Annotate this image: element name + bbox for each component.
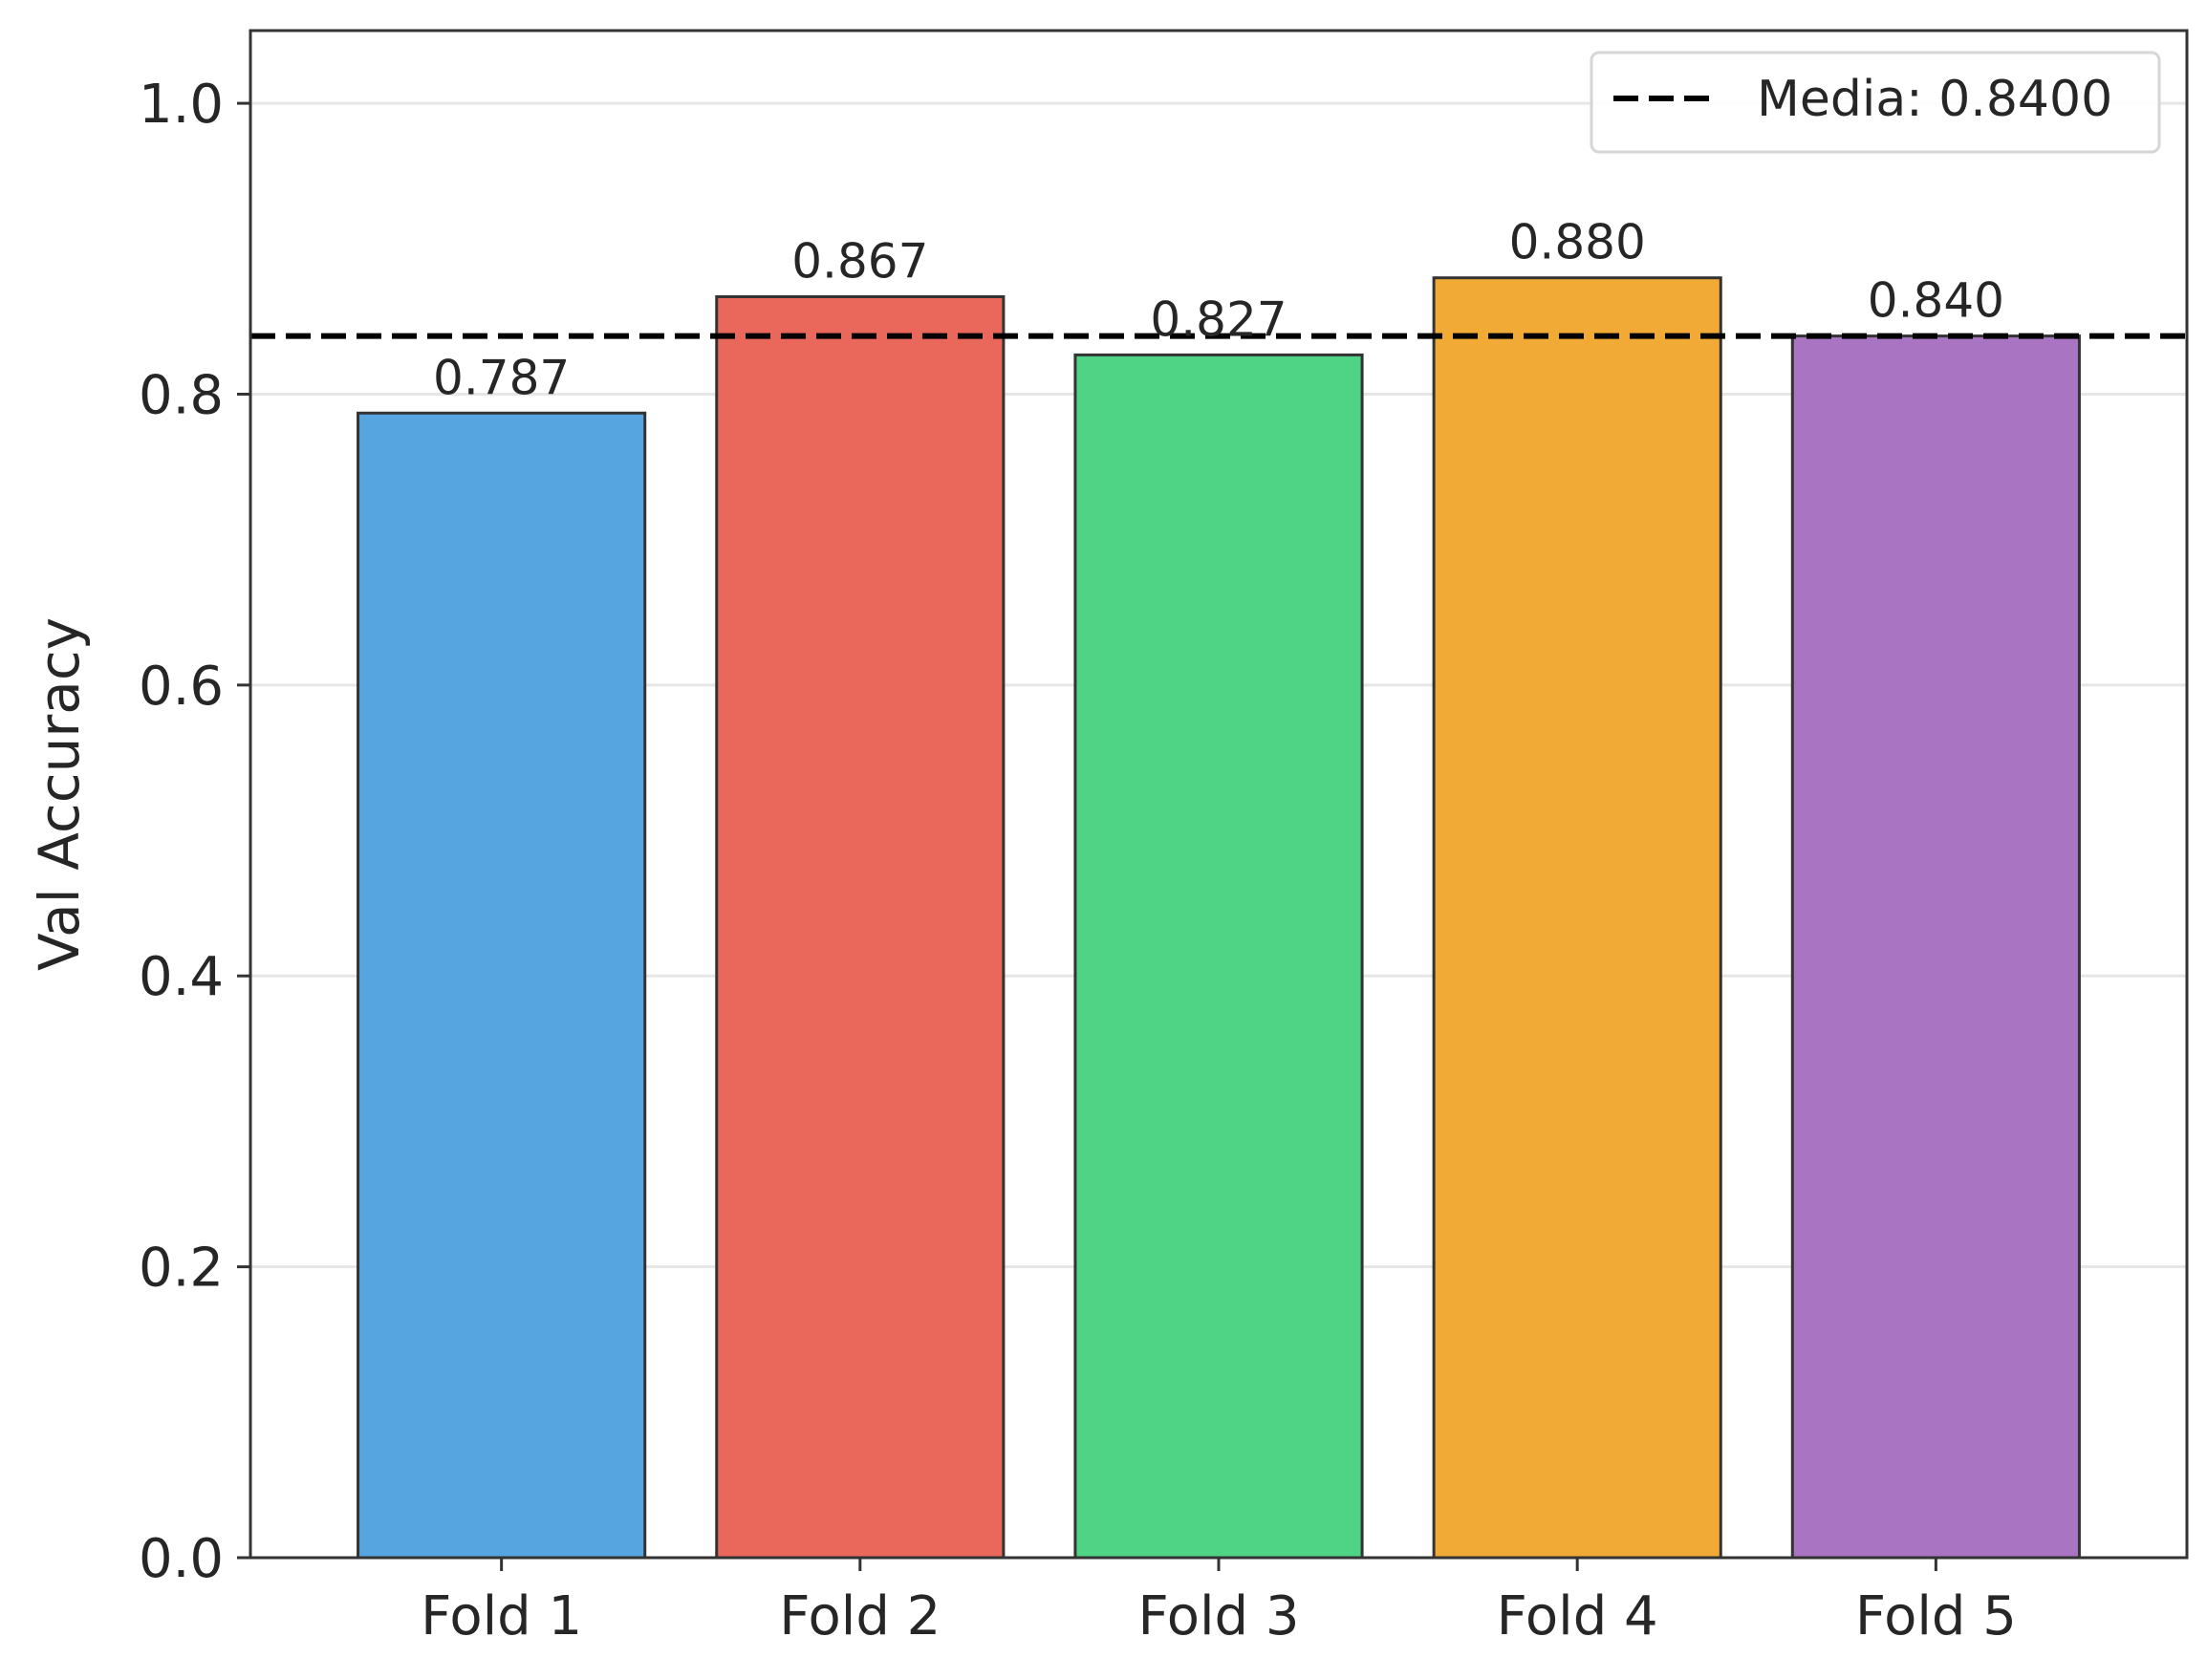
y-tick-label: 0.0 xyxy=(139,1528,224,1590)
legend: Media: 0.8400 xyxy=(1590,51,2161,154)
bar-value-label: 0.787 xyxy=(433,350,570,405)
bar-fold-4 xyxy=(1432,276,1722,1560)
bar-value-label: 0.880 xyxy=(1509,215,1646,270)
bar-fold-2 xyxy=(715,295,1006,1560)
bar-fold-3 xyxy=(1073,353,1364,1560)
data-labels: 0.787 0.867 0.827 0.880 0.840 xyxy=(433,215,2004,406)
legend-entry-mean: Media: 0.8400 xyxy=(1757,71,2112,128)
bars xyxy=(357,276,2081,1560)
bar-value-label: 0.827 xyxy=(1150,291,1287,347)
bar-value-label: 0.867 xyxy=(791,234,928,290)
y-tick-label: 0.4 xyxy=(139,946,224,1008)
y-tick-label: 0.8 xyxy=(139,364,224,426)
x-tick-label: Fold 1 xyxy=(421,1585,582,1648)
y-axis-label: Val Accuracy xyxy=(27,617,92,971)
bar-fold-1 xyxy=(357,411,647,1560)
x-tick-label: Fold 2 xyxy=(779,1585,941,1648)
x-axis-ticks: Fold 1 Fold 2 Fold 3 Fold 4 Fold 5 xyxy=(421,1558,2017,1648)
x-tick-label: Fold 4 xyxy=(1497,1585,1658,1648)
x-tick-label: Fold 5 xyxy=(1855,1585,2017,1648)
bar-fold-5 xyxy=(1790,334,2081,1560)
legend-box xyxy=(1590,51,2161,154)
bar-value-label: 0.840 xyxy=(1868,273,2004,329)
y-tick-label: 0.2 xyxy=(139,1238,224,1300)
y-axis-ticks: 0.0 0.2 0.4 0.6 0.8 1.0 xyxy=(139,74,250,1590)
y-tick-label: 1.0 xyxy=(139,74,224,136)
y-tick-label: 0.6 xyxy=(139,656,224,718)
x-tick-label: Fold 3 xyxy=(1137,1585,1299,1648)
